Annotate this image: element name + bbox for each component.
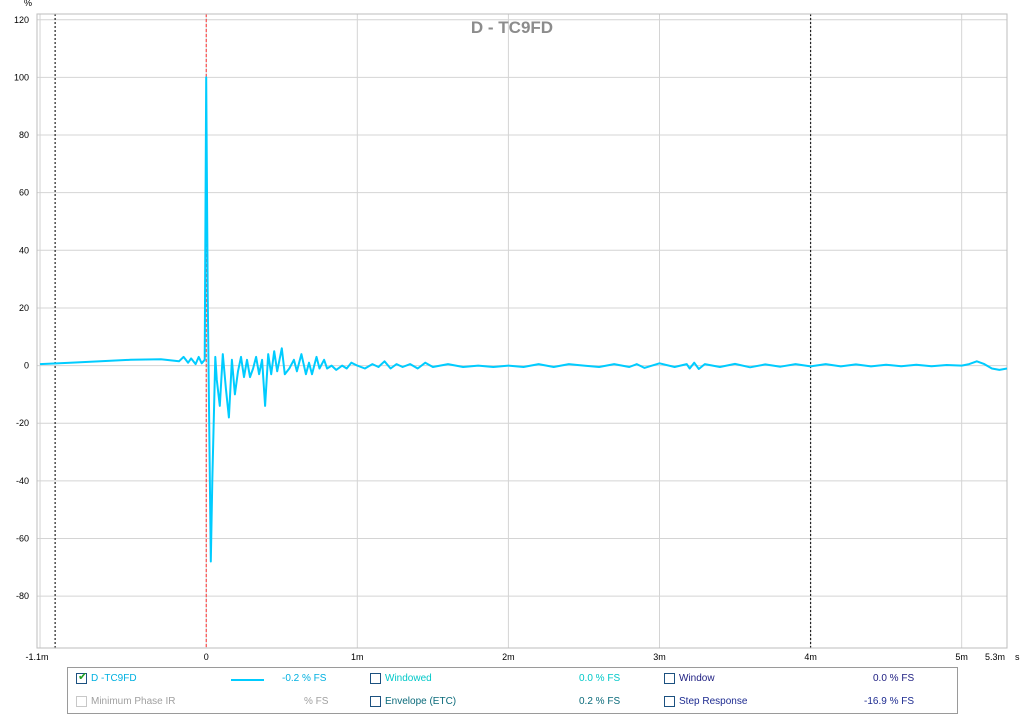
x-tick-label: 5.3m (985, 652, 1005, 662)
legend-label-main: D -TC9FD (91, 673, 137, 684)
x-tick-label: 2m (502, 652, 515, 662)
checkbox-envelope[interactable] (370, 696, 381, 707)
checkbox-windowed[interactable] (370, 673, 381, 684)
checkbox-step-response[interactable] (664, 696, 675, 707)
plot-area (37, 14, 1007, 648)
checkbox-window[interactable] (664, 673, 675, 684)
checkbox-minimum-phase[interactable] (76, 696, 87, 707)
series-line (39, 76, 1008, 563)
legend-label-step-response: Step Response (679, 696, 748, 707)
y-tick-label: -40 (16, 476, 29, 486)
y-tick-label: -80 (16, 591, 29, 601)
x-axis-unit: s (1015, 652, 1020, 662)
y-tick-label: 40 (19, 245, 29, 255)
checkmark-icon: ✔ (78, 671, 88, 683)
legend-value-window: 0.0 % FS (873, 673, 915, 684)
legend-value-minimum-phase: % FS (304, 696, 329, 707)
y-tick-label: 20 (19, 303, 29, 313)
y-tick-label: 0 (24, 361, 29, 371)
x-tick-label: -1.1m (25, 652, 48, 662)
chart-title: D - TC9FD (471, 18, 553, 37)
checkbox-main[interactable]: ✔ (76, 671, 88, 684)
x-tick-label: 4m (804, 652, 817, 662)
y-tick-label: 60 (19, 188, 29, 198)
legend-label-window: Window (679, 673, 715, 684)
y-tick-label: -20 (16, 418, 29, 428)
x-tick-label: 1m (351, 652, 364, 662)
legend-label-windowed: Windowed (385, 673, 432, 684)
x-tick-label: 3m (653, 652, 666, 662)
impulse-response-chart: 120 100 80 60 40 20 0 -20 -40 -60 -80 -1.1m 0 1m 2m 3m 4… (14, 0, 1020, 662)
y-tick-label: 80 (19, 130, 29, 140)
legend-label-envelope: Envelope (ETC) (385, 696, 457, 707)
legend-label-minimum-phase: Minimum Phase IR (91, 696, 176, 707)
y-tick-label: -60 (16, 533, 29, 543)
legend-value-windowed: 0.0 % FS (579, 673, 621, 684)
x-tick-label: 5m (955, 652, 968, 662)
y-axis-unit: % (24, 0, 32, 8)
y-tick-label: 100 (14, 72, 29, 82)
x-tick-label: 0 (204, 652, 209, 662)
legend-panel: ✔ D -TC9FD -0.2 % FS Windowed 0.0 % FS W… (67, 667, 958, 714)
plot-frame (36, 13, 1008, 649)
legend-value-envelope: 0.2 % FS (579, 696, 621, 707)
y-tick-label: 120 (14, 15, 29, 25)
series-swatch (231, 679, 264, 681)
legend-value-step-response: -16.9 % FS (864, 696, 915, 707)
legend-value-main: -0.2 % FS (282, 673, 327, 684)
